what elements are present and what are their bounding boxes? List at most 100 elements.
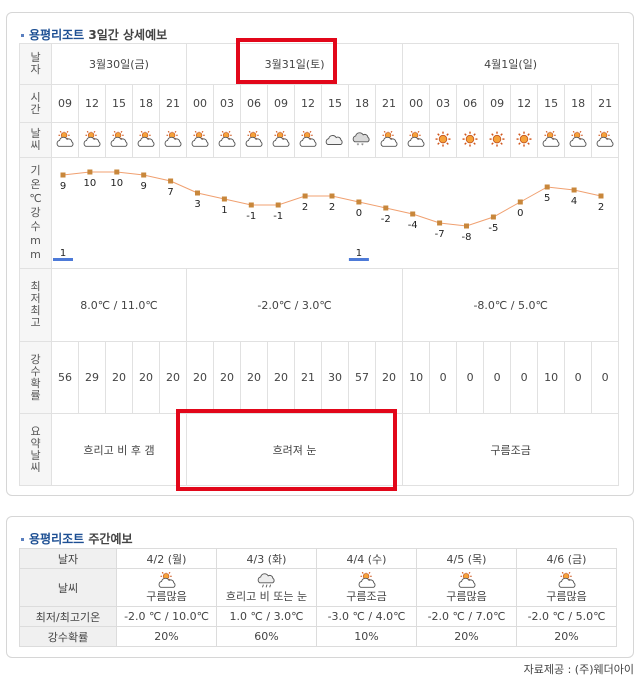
weather-cell [483,122,512,158]
temperature-point [195,190,200,196]
temperature-point [302,193,308,199]
weekly-minmax-cell: -2.0 ℃ / 10.0℃ [116,606,217,627]
minmax-row-label: 최저최고 [19,268,52,342]
cloud-sun-icon [569,131,587,147]
temperature-point [60,172,66,178]
svg-text:* *: * * [357,143,364,149]
time-cell: 21 [591,84,620,123]
summary-row-label: 요약날씨 [19,413,52,486]
cloud-sun-icon [110,131,128,147]
temperature-point [464,223,469,229]
temperature-label: -2 [381,214,391,225]
prob-cell: 20 [132,341,160,414]
weekly-prob-cell: 20% [416,626,517,647]
cloud-icon [325,135,343,145]
temperature-point [544,184,550,190]
cloud-sun-icon [596,131,614,147]
prob-cell: 20 [375,341,404,414]
time-cell: 18 [132,84,160,123]
temperature-point [221,196,227,202]
weather-cell [186,122,215,158]
time-cell: 00 [402,84,431,123]
weather-cell [132,122,160,158]
temperature-label: 9 [60,181,66,192]
weather-cell [456,122,485,158]
weather-cell [158,122,188,158]
cloud-sun-icon [380,131,398,147]
weekly-prob-label: 강수확률 [19,626,117,647]
temperature-label: 5 [544,193,550,204]
temperature-label: -4 [408,220,418,231]
cloud-sun-icon [272,131,290,147]
day-summary-0: 흐리고 비 후 갬 [50,413,188,486]
weather-cell: * * [348,122,377,158]
temperature-label: 9 [141,181,147,192]
time-cell: 12 [510,84,539,123]
title-bullet [21,538,24,541]
title-place: 용평리조트 [29,28,85,42]
weather-cell [375,122,404,158]
weekly-weather-text: 구름많음 [446,590,487,603]
cloud-sun-icon [542,131,560,147]
temperature-point [383,205,389,211]
time-row: 시간 09 12 15 18 21 00 03 06 09 12 15 18 21 00 03 06 09 12 1… [19,84,620,123]
time-cell: 06 [456,84,485,123]
prob-cell: 29 [78,341,106,414]
weekly-prob-row: 강수확률 20% 60% 10% 20% 20% [19,626,617,647]
date-row-label: 날자 [19,43,52,85]
temperature-label: -7 [435,229,445,240]
temperature-label: 1 [221,205,227,216]
weekly-weather-cell: 구름많음 [516,568,617,607]
title-rest: 3일간 상세예보 [84,28,168,42]
weather-cell [537,122,566,158]
temperature-point [329,193,335,199]
weather-cell [591,122,620,158]
prob-cell: 10 [402,341,431,414]
cloud-sun-icon [137,131,155,147]
prob-cell: 30 [321,341,350,414]
prob-cell: 20 [267,341,296,414]
weather-cell [564,122,593,158]
weekly-prob-cell: 60% [216,626,317,647]
weekly-date-cell: 4/6 (금) [516,548,617,569]
temperature-point [248,202,254,208]
weekly-forecast-table: 날자 4/2 (월) 4/3 (화) 4/4 (수) 4/5 (목) 4/6 (금) 날… [19,548,617,647]
cloud-sun-icon [407,131,425,147]
time-cell: 09 [267,84,296,123]
weekly-forecast-title: 용평리조트 주간예보 [21,530,133,547]
temperature-label: 2 [302,202,308,213]
snow-cloud-icon: * * [352,132,370,149]
weather-row: 날씨 * * [19,122,620,158]
weekly-date-cell: 4/2 (월) [116,548,217,569]
weekly-weather-text: 흐리고 비 또는 눈 [225,590,308,603]
temperature-label: 0 [517,208,523,219]
weekly-weather-label: 날씨 [19,568,117,607]
prob-cell: 0 [456,341,485,414]
weather-cell [321,122,350,158]
prob-cell: 56 [51,341,79,414]
day-minmax-2: -8.0℃ / 5.0℃ [402,268,620,342]
cloud-sun-icon [56,131,74,147]
time-row-label: 시간 [19,84,52,123]
temperature-point [410,211,416,217]
weekly-minmax-cell: -3.0 ℃ / 4.0℃ [316,606,417,627]
highlight-box-date [236,38,337,84]
temperature-label: 0 [356,208,362,219]
temperature-label: 10 [84,178,97,189]
prob-cell: 57 [348,341,377,414]
cloud-sun-icon [458,572,475,588]
precip-bar [348,258,369,261]
weekly-prob-cell: 20% [516,626,617,647]
temperature-label: -5 [488,223,498,234]
detail-forecast-table: 날자 3월30일(금) 3월31일(토) 4월1일(일) 시간 09 12 15 18… [19,43,620,486]
temp-precip-row: 기온 ℃ 강수 mm [19,157,620,269]
weekly-weather-cell: 구름많음 [416,568,517,607]
day-summary-2: 구름조금 [402,413,620,486]
cloud-sun-icon [245,131,263,147]
weekly-weather-text: 구름많음 [546,590,587,603]
weather-cell [78,122,106,158]
precip-label: 1 [356,248,362,259]
cloud-sun-icon [299,131,317,147]
temp-precip-row-label: 기온 ℃ 강수 mm [19,157,52,269]
weekly-forecast-panel: 용평리조트 주간예보 날자 4/2 (월) 4/3 (화) 4/4 (수) 4/5 (… [6,516,634,658]
